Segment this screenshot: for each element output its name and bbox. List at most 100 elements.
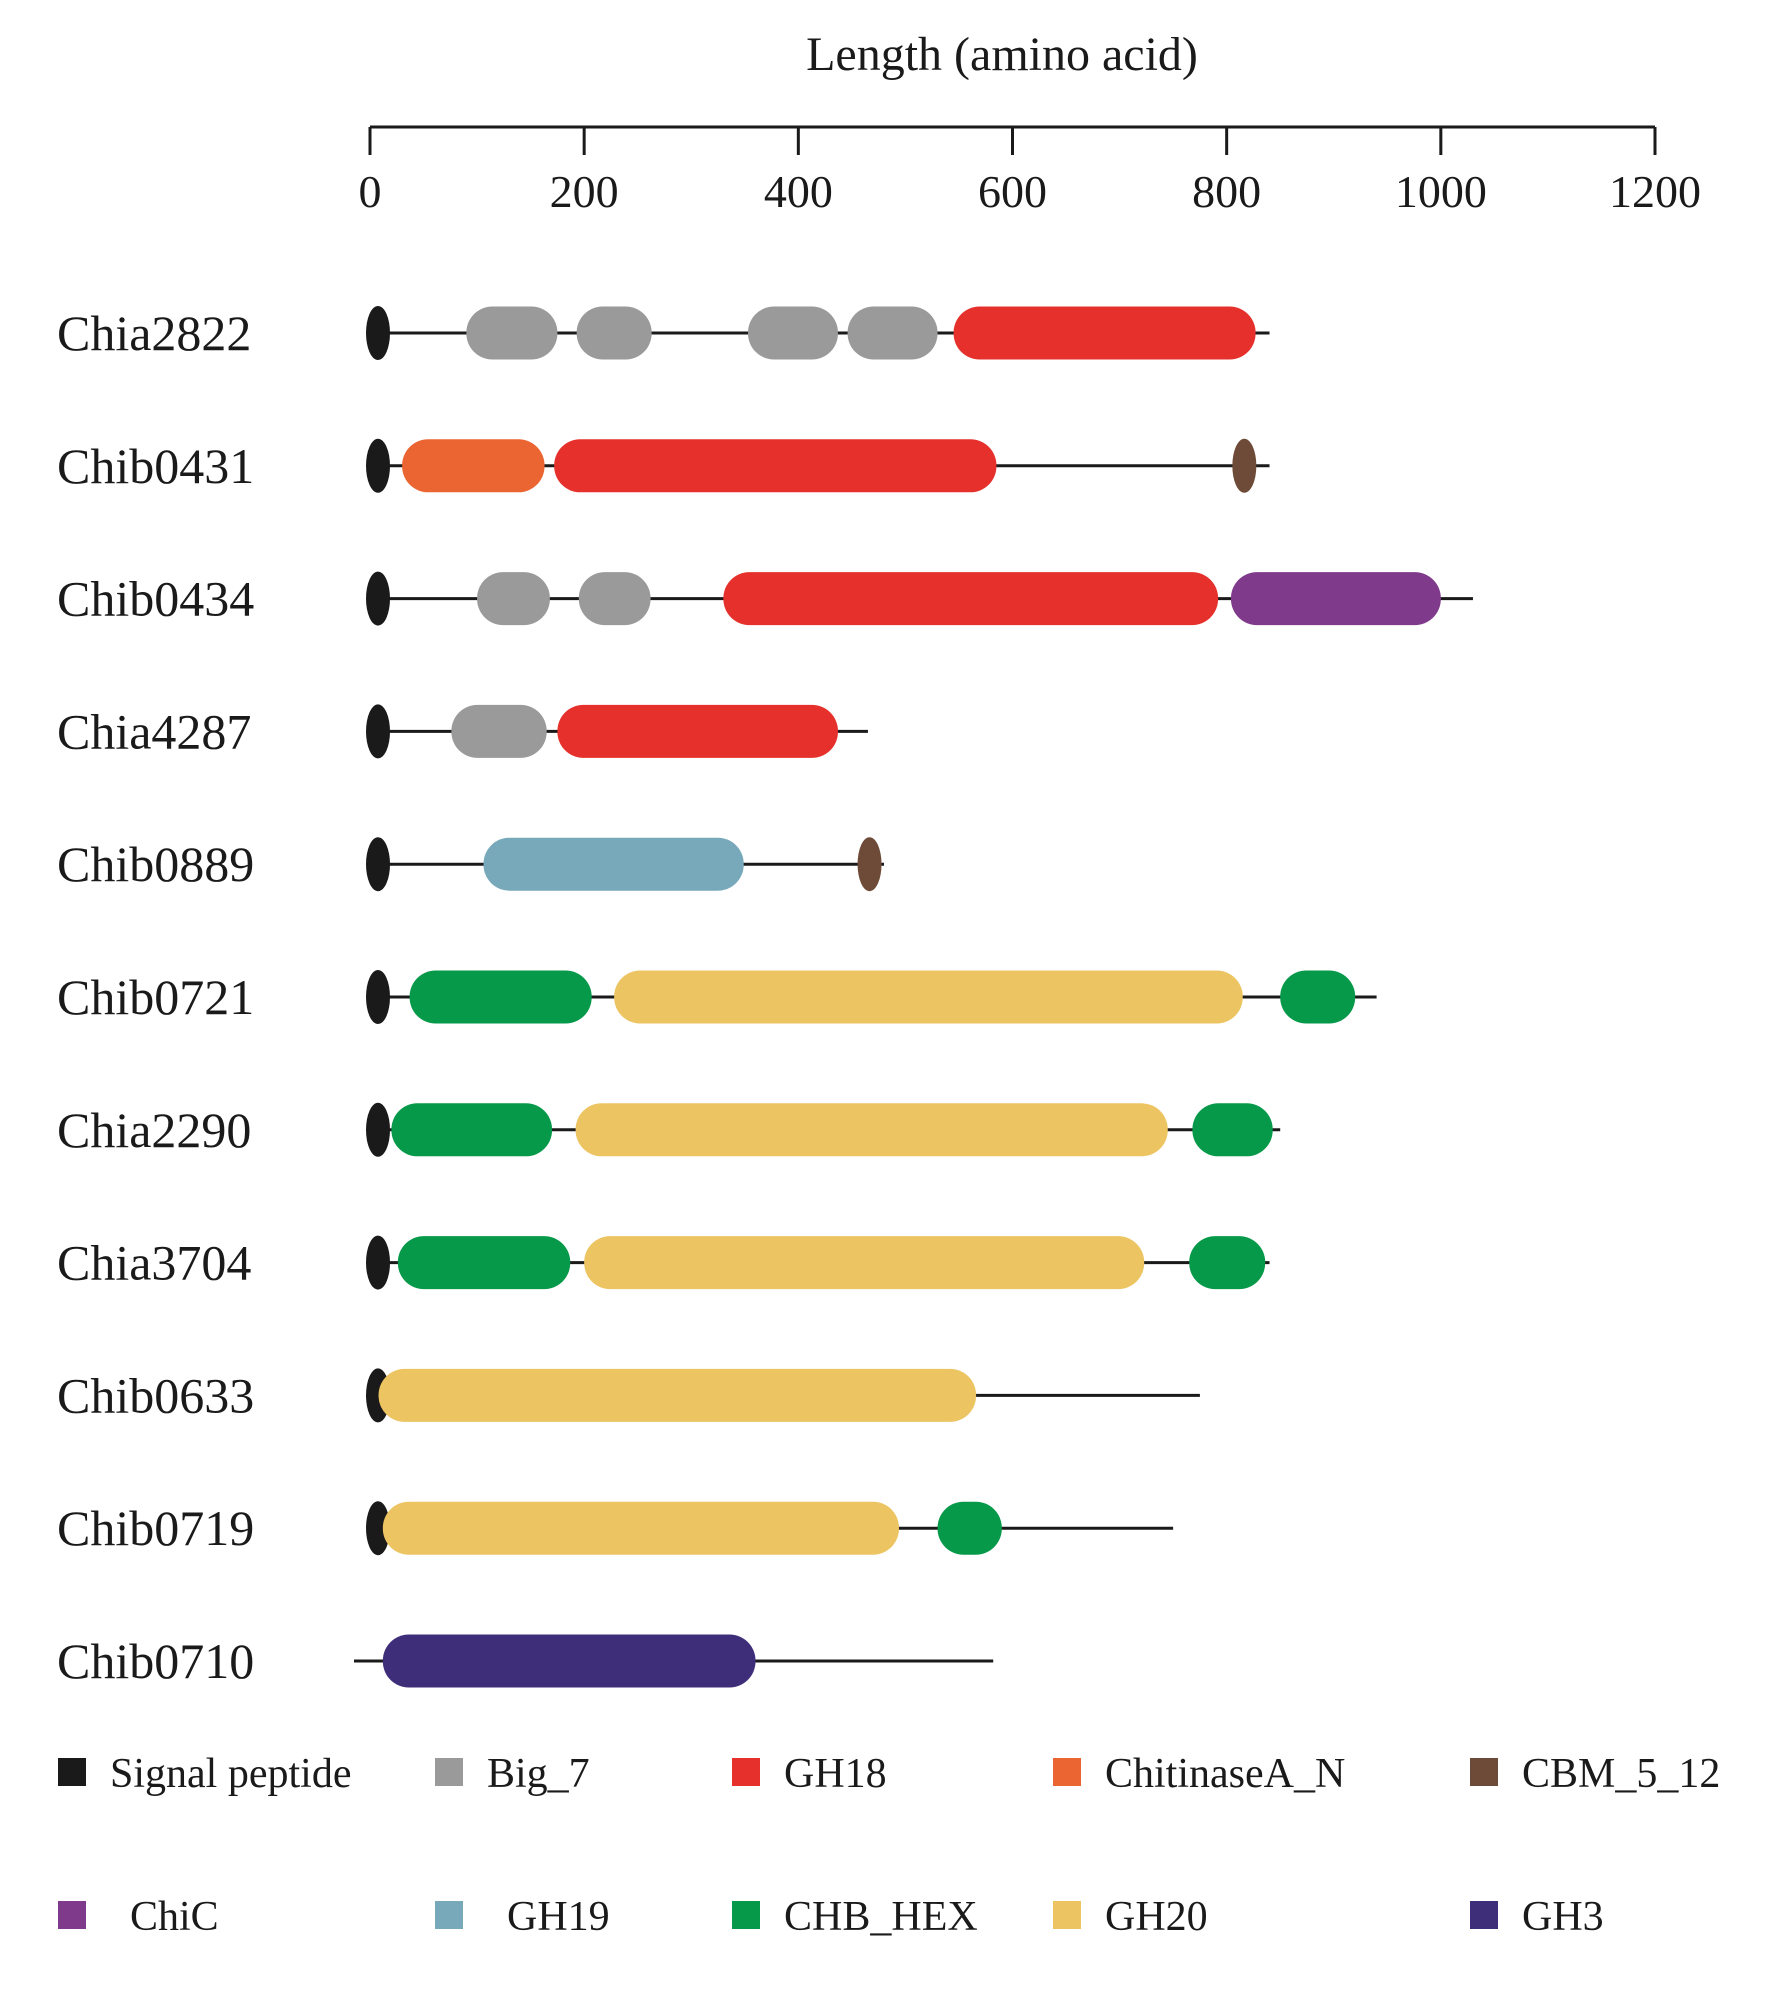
protein-row-chia2290: Chia2290	[57, 1102, 1281, 1158]
protein-row-chib0431: Chib0431	[57, 438, 1270, 494]
tick-label: 600	[978, 166, 1047, 217]
chb-hex-domain	[937, 1501, 1002, 1555]
protein-label: Chia4287	[57, 703, 251, 759]
protein-row-chib0719: Chib0719	[57, 1500, 1174, 1556]
gh20-domain	[575, 1103, 1168, 1157]
legend-label: Big_7	[487, 1751, 590, 1797]
legend-swatch	[1470, 1758, 1498, 1786]
chb-hex-domain	[397, 1236, 571, 1290]
axis-title: Length (amino acid)	[806, 28, 1198, 81]
protein-label: Chib0431	[57, 438, 254, 494]
big-7-domain	[576, 306, 652, 360]
legend-item-big-7: Big_7	[435, 1751, 590, 1797]
cbm-5-12-domain	[1232, 438, 1257, 493]
legend-label: ChiC	[130, 1894, 219, 1940]
signal-peptide-domain	[366, 571, 390, 626]
legend-swatch	[58, 1901, 86, 1929]
protein-row-chia3704: Chia3704	[57, 1235, 1270, 1291]
protein-row-chia4287: Chia4287	[57, 703, 868, 759]
protein-label: Chia2290	[57, 1102, 251, 1158]
legend-item-chic: ChiC	[58, 1894, 219, 1940]
signal-peptide-domain	[366, 704, 390, 759]
domain-legend: Signal peptide Big_7 GH18 ChitinaseA_N CBM_5…	[58, 1751, 1720, 1940]
protein-label: Chia2822	[57, 305, 251, 361]
big-7-domain	[847, 306, 938, 360]
legend-swatch	[732, 1758, 760, 1786]
signal-peptide-domain	[366, 1501, 390, 1556]
legend-swatch	[1470, 1901, 1498, 1929]
tick-label: 800	[1192, 166, 1261, 217]
tick-label: 0	[359, 166, 382, 217]
protein-label: Chib0434	[57, 571, 254, 627]
chb-hex-domain	[391, 1103, 553, 1157]
legend-swatch	[732, 1901, 760, 1929]
legend-label: GH3	[1522, 1894, 1604, 1940]
gh20-domain	[382, 1501, 899, 1555]
signal-peptide-domain	[366, 1235, 390, 1290]
protein-label: Chib0889	[57, 836, 254, 892]
protein-label: Chib0721	[57, 969, 254, 1025]
legend-swatch	[435, 1758, 463, 1786]
legend-item-gh3: GH3	[1470, 1894, 1604, 1940]
tick-label: 1200	[1609, 166, 1701, 217]
tick-label: 400	[764, 166, 833, 217]
signal-peptide-domain	[366, 306, 390, 360]
protein-row-chib0434: Chib0434	[57, 571, 1473, 627]
gh18-domain	[953, 306, 1256, 360]
gh18-domain	[557, 704, 838, 758]
signal-peptide-domain	[366, 1102, 390, 1157]
legend-label: GH20	[1105, 1894, 1208, 1940]
chb-hex-domain	[1192, 1103, 1273, 1157]
legend-label: Signal peptide	[110, 1751, 351, 1797]
legend-item-gh18: GH18	[732, 1751, 887, 1797]
big-7-domain	[748, 306, 838, 360]
signal-peptide-domain	[366, 837, 390, 892]
protein-row-chia2822: Chia2822	[57, 305, 1270, 361]
legend-item-gh20: GH20	[1053, 1894, 1208, 1940]
protein-label: Chib0633	[57, 1367, 254, 1423]
chb-hex-domain	[1189, 1236, 1266, 1290]
tick-label: 200	[550, 166, 619, 217]
chitinasea-n-domain	[402, 439, 545, 493]
protein-label: Chia3704	[57, 1235, 251, 1291]
big-7-domain	[477, 572, 550, 626]
legend-swatch	[435, 1901, 463, 1929]
gh19-domain	[483, 837, 744, 891]
protein-rows: Chia2822 Chib0431 Chib0434 Chia4287 Chib0889…	[57, 305, 1473, 1689]
gh20-domain	[378, 1368, 977, 1422]
gh18-domain	[554, 439, 997, 493]
chic-domain	[1230, 572, 1441, 626]
chb-hex-domain	[409, 970, 592, 1024]
protein-row-chib0721: Chib0721	[57, 969, 1377, 1025]
legend-label: GH19	[507, 1894, 610, 1940]
protein-row-chib0710: Chib0710	[57, 1633, 994, 1689]
chb-hex-domain	[1280, 970, 1356, 1024]
gh3-domain	[382, 1634, 756, 1688]
legend-item-gh19: GH19	[435, 1894, 610, 1940]
legend-item-chb-hex: CHB_HEX	[732, 1894, 978, 1940]
gh20-domain	[584, 1236, 1145, 1290]
length-axis: Length (amino acid) 0 200 400 600 800 1000 120…	[359, 28, 1702, 217]
legend-item-chitinasea-n: ChitinaseA_N	[1053, 1751, 1345, 1797]
legend-label: CBM_5_12	[1522, 1751, 1720, 1797]
legend-item-signal-peptide: Signal peptide	[58, 1751, 351, 1797]
signal-peptide-domain	[366, 970, 390, 1024]
legend-label: GH18	[784, 1751, 887, 1797]
protein-label: Chib0719	[57, 1500, 254, 1556]
legend-swatch	[1053, 1758, 1081, 1786]
legend-item-cbm-5-12: CBM_5_12	[1470, 1751, 1720, 1797]
legend-label: CHB_HEX	[784, 1894, 978, 1940]
legend-label: ChitinaseA_N	[1105, 1751, 1345, 1797]
big-7-domain	[451, 704, 547, 758]
protein-row-chib0889: Chib0889	[57, 836, 884, 892]
gh20-domain	[614, 970, 1243, 1024]
signal-peptide-domain	[366, 438, 390, 493]
gh18-domain	[723, 572, 1219, 626]
protein-label: Chib0710	[57, 1633, 254, 1689]
big-7-domain	[466, 306, 558, 360]
legend-swatch	[58, 1758, 86, 1786]
protein-row-chib0633: Chib0633	[57, 1367, 1200, 1423]
tick-label: 1000	[1395, 166, 1487, 217]
